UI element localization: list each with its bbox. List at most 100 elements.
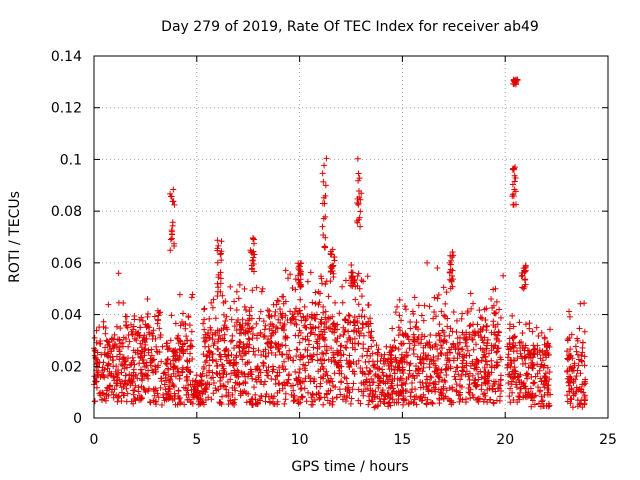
data-point	[192, 377, 199, 384]
data-point	[331, 370, 338, 377]
data-point	[564, 375, 571, 382]
data-point	[221, 383, 228, 390]
data-point	[369, 398, 376, 405]
data-point	[214, 237, 221, 244]
data-point	[117, 325, 124, 332]
data-point	[574, 397, 581, 404]
data-point	[507, 345, 514, 352]
data-point	[203, 372, 210, 379]
data-point	[332, 383, 339, 390]
data-point	[188, 294, 195, 301]
data-point	[167, 360, 174, 367]
data-point	[379, 389, 386, 396]
data-point	[255, 347, 262, 354]
data-point	[438, 337, 445, 344]
chart-title: Day 279 of 2019, Rate Of TEC Index for r…	[161, 19, 539, 35]
data-point	[444, 315, 451, 322]
data-point	[467, 395, 474, 402]
data-point	[275, 316, 282, 323]
data-point	[243, 390, 250, 397]
data-point	[125, 343, 132, 350]
data-point	[463, 334, 470, 341]
data-point	[106, 383, 113, 390]
data-point	[481, 379, 488, 386]
data-point	[189, 356, 196, 363]
data-point	[385, 403, 392, 410]
data-point	[403, 359, 410, 366]
data-point	[368, 397, 375, 404]
data-point	[510, 193, 517, 200]
data-point	[331, 357, 338, 364]
data-point	[440, 329, 447, 336]
data-point	[203, 353, 210, 360]
data-point	[107, 372, 114, 379]
data-point	[564, 348, 571, 355]
data-points	[91, 76, 589, 411]
data-point	[122, 372, 129, 379]
data-point	[242, 361, 249, 368]
data-point	[321, 334, 328, 341]
data-point	[179, 341, 186, 348]
data-point	[416, 356, 423, 363]
data-point	[236, 330, 243, 337]
data-point	[518, 353, 525, 360]
y-tick-label: 0.1	[60, 152, 82, 168]
data-point	[578, 358, 585, 365]
data-point	[352, 346, 359, 353]
data-point	[507, 363, 514, 370]
data-point	[314, 345, 321, 352]
data-point	[504, 362, 511, 369]
data-point	[174, 401, 181, 408]
data-point	[264, 307, 271, 314]
data-point	[286, 371, 293, 378]
data-point	[569, 364, 576, 371]
data-point	[467, 322, 474, 329]
data-point	[417, 359, 424, 366]
data-point	[423, 383, 430, 390]
data-point	[262, 353, 269, 360]
data-point	[389, 385, 396, 392]
data-point	[377, 398, 384, 405]
data-point	[513, 379, 520, 386]
data-point	[126, 371, 133, 378]
data-point	[107, 346, 114, 353]
data-point	[355, 301, 362, 308]
data-point	[167, 337, 174, 344]
data-point	[287, 271, 294, 278]
data-point	[297, 276, 304, 283]
data-point	[297, 399, 304, 406]
x-tick-label: 5	[192, 432, 201, 448]
data-point	[468, 305, 475, 312]
data-point	[334, 335, 341, 342]
data-point	[305, 389, 312, 396]
data-point	[246, 325, 253, 332]
data-point	[219, 362, 226, 369]
data-point	[490, 399, 497, 406]
data-point	[148, 367, 155, 374]
data-point	[191, 390, 198, 397]
data-point	[358, 388, 365, 395]
data-point	[346, 352, 353, 359]
data-point	[453, 317, 460, 324]
data-point	[440, 396, 447, 403]
data-point	[484, 399, 491, 406]
data-point	[547, 326, 554, 333]
data-point	[400, 401, 407, 408]
data-point	[536, 349, 543, 356]
data-point	[344, 394, 351, 401]
data-point	[113, 363, 120, 370]
data-point	[229, 337, 236, 344]
data-point	[307, 269, 314, 276]
data-point	[403, 352, 410, 359]
data-point	[292, 368, 299, 375]
data-point	[242, 380, 249, 387]
data-point	[122, 336, 129, 343]
data-point	[176, 291, 183, 298]
data-point	[296, 339, 303, 346]
data-point	[237, 339, 244, 346]
data-point	[355, 177, 362, 184]
data-point	[543, 343, 550, 350]
y-tick-labels: 0 0.02 0.04 0.06 0.08 0.1 0.12 0.14	[51, 49, 82, 427]
data-point	[276, 380, 283, 387]
